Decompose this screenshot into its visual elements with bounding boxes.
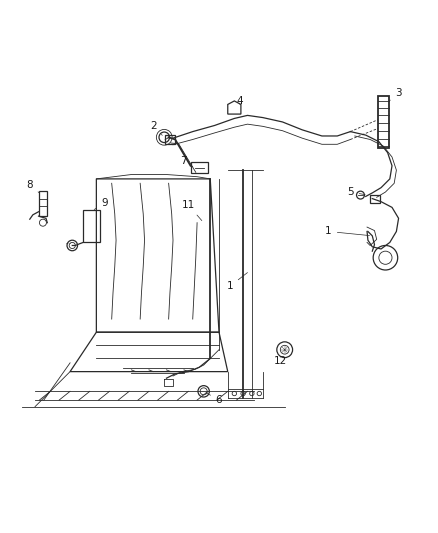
Text: 9: 9 (94, 198, 108, 209)
Bar (83, 209, 100, 243)
Bar (370, 195, 380, 203)
Text: 12: 12 (274, 350, 287, 366)
Bar (191, 163, 208, 173)
Text: 4: 4 (237, 96, 244, 106)
Text: 5: 5 (347, 187, 365, 197)
Text: 8: 8 (26, 181, 39, 193)
Text: 6: 6 (206, 393, 223, 405)
Text: 1: 1 (226, 272, 247, 291)
Text: 11: 11 (182, 200, 202, 221)
Text: 2: 2 (150, 122, 162, 135)
Text: 7: 7 (180, 156, 193, 167)
Text: 3: 3 (390, 88, 402, 101)
Bar (165, 135, 175, 144)
Bar (378, 96, 389, 148)
Text: 1: 1 (325, 227, 370, 237)
Bar (39, 191, 47, 216)
